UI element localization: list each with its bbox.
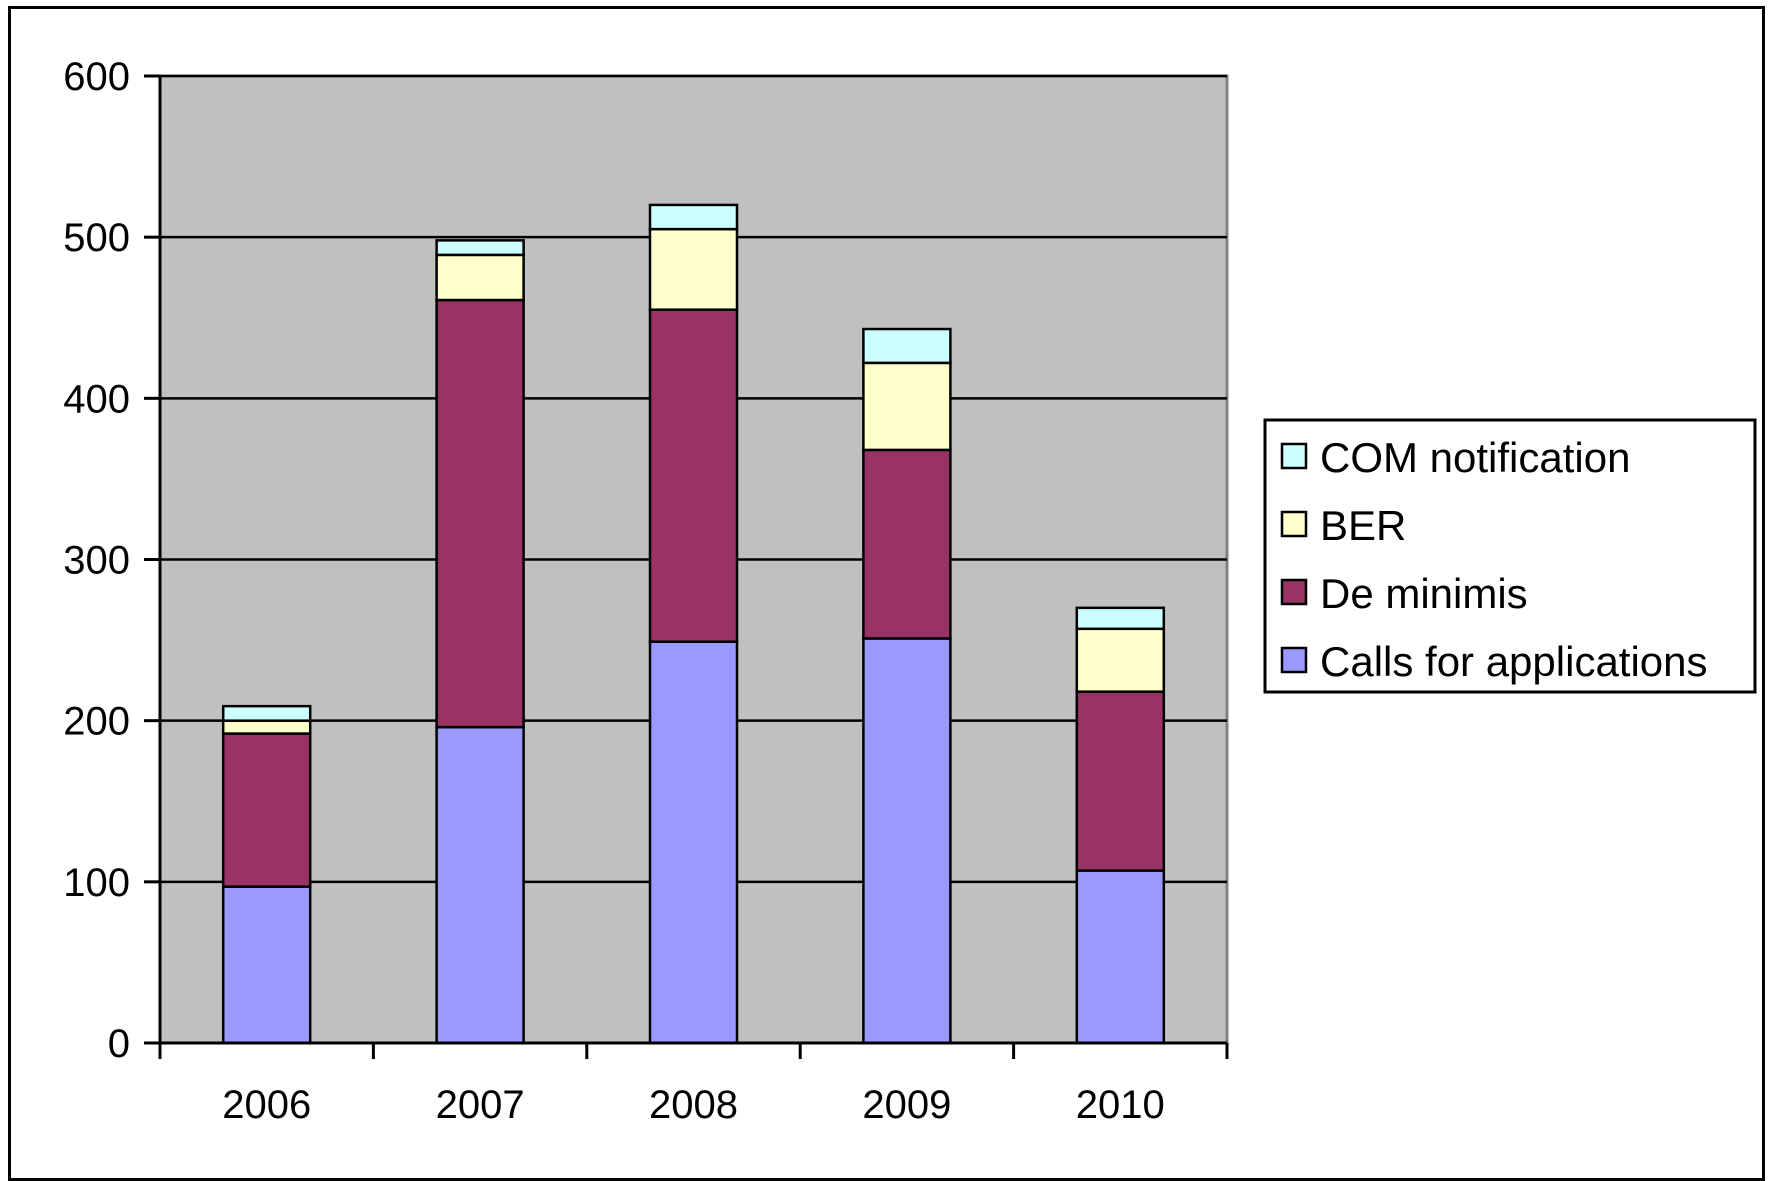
bar-segment <box>1075 627 1166 693</box>
bar-segment <box>221 704 312 722</box>
x-tick-label: 2006 <box>222 1083 311 1127</box>
y-tick-label: 300 <box>63 539 130 583</box>
legend-label: COM notification <box>1320 434 1630 481</box>
x-tick-label: 2007 <box>436 1083 525 1127</box>
y-tick-label: 600 <box>63 55 130 99</box>
legend-label: Calls for applications <box>1320 638 1708 685</box>
bar-segment <box>1075 606 1166 631</box>
bar-segment <box>648 640 739 1045</box>
bar-segment <box>1075 869 1166 1045</box>
legend-swatch <box>1280 510 1308 538</box>
legend-label: BER <box>1320 502 1406 549</box>
y-tick-label: 100 <box>63 861 130 905</box>
bar-segment <box>862 637 952 1045</box>
y-tick-label: 200 <box>63 700 130 744</box>
bar-segment <box>435 239 525 257</box>
x-axis-ticks: 2006 2007 2008 2009 2010 <box>158 1043 1229 1127</box>
x-tick-label: 2010 <box>1076 1083 1165 1127</box>
bar-segment <box>435 725 525 1045</box>
y-tick-label: 400 <box>63 377 130 421</box>
bar-segment <box>648 308 739 643</box>
legend-label: De minimis <box>1320 570 1528 617</box>
bar-segment <box>648 203 739 231</box>
legend-box <box>1263 418 1757 694</box>
bar-segment <box>862 448 952 640</box>
bar-segment <box>221 885 312 1045</box>
legend-swatch <box>1280 578 1308 606</box>
bar-segment <box>862 361 952 452</box>
bar-segment <box>221 719 312 735</box>
legend-swatch <box>1280 646 1308 674</box>
bar-segment <box>648 227 739 311</box>
y-tick-label: 500 <box>63 216 130 260</box>
legend-swatch <box>1280 442 1308 470</box>
y-tick-label: 0 <box>108 1022 130 1066</box>
bar-segment <box>435 253 525 302</box>
x-tick-label: 2009 <box>862 1083 951 1127</box>
y-axis-ticks: 0 100 200 300 400 500 600 <box>63 55 160 1066</box>
bar-segment <box>1075 690 1166 872</box>
bars <box>221 203 1166 1045</box>
bar-segment <box>862 327 952 365</box>
bar-segment <box>221 732 312 888</box>
bar-segment <box>435 298 525 729</box>
legend: COM notification BER De minimis Calls for a… <box>1263 418 1757 694</box>
x-tick-label: 2008 <box>649 1083 738 1127</box>
